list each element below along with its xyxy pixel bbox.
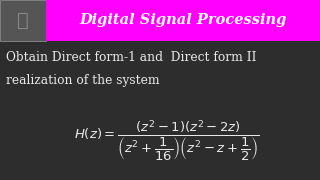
Text: Digital Signal Processing: Digital Signal Processing bbox=[79, 13, 287, 27]
FancyBboxPatch shape bbox=[46, 0, 320, 40]
Text: 👤: 👤 bbox=[17, 11, 29, 30]
Text: $H(z) = \dfrac{(z^2-1)(z^2-2z)}{\left(z^2+\dfrac{1}{16}\right)\left(z^2-z+\dfrac: $H(z) = \dfrac{(z^2-1)(z^2-2z)}{\left(z^… bbox=[74, 118, 259, 163]
Text: Obtain Direct form-1 and  Direct form II: Obtain Direct form-1 and Direct form II bbox=[6, 51, 257, 64]
FancyBboxPatch shape bbox=[0, 0, 46, 40]
Text: realization of the system: realization of the system bbox=[6, 75, 160, 87]
